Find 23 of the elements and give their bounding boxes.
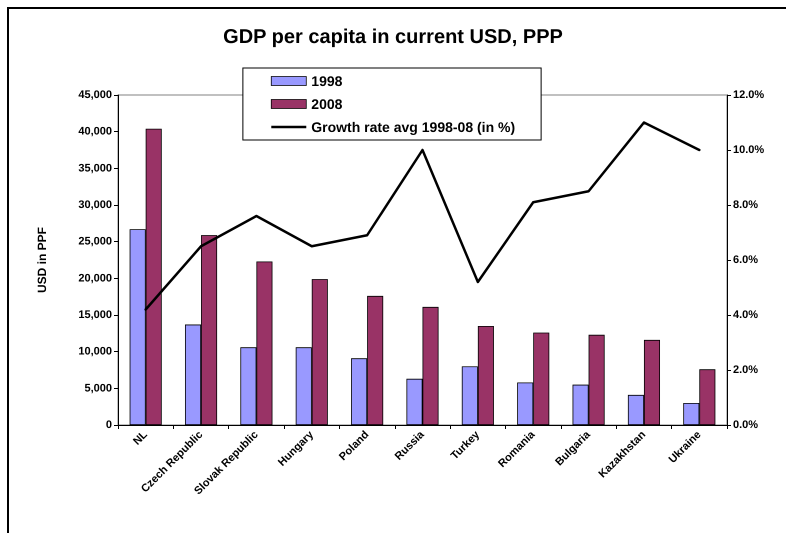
y2-tick-label: 12.0% (733, 89, 764, 101)
y-tick-label: 25,000 (78, 236, 112, 248)
x-tick-label: NL (131, 428, 150, 448)
y-tick-label: 0 (106, 419, 112, 431)
y2-tick-label: 6.0% (733, 254, 758, 266)
y-tick-label: 15,000 (78, 309, 112, 321)
y-tick-label: 20,000 (78, 272, 112, 284)
legend-label: 1998 (311, 73, 343, 89)
y2-tick-label: 4.0% (733, 309, 758, 321)
y2-tick-label: 8.0% (733, 199, 758, 211)
y-tick-label: 45,000 (78, 89, 112, 101)
y-tick-label: 35,000 (78, 162, 112, 174)
y-tick-label: 30,000 (78, 199, 112, 211)
chart-title: GDP per capita in current USD, PPP (223, 26, 563, 48)
y2-tick-label: 0.0% (733, 419, 758, 431)
y2-tick-label: 10.0% (733, 144, 764, 156)
y-tick-label: 10,000 (78, 346, 112, 358)
legend-label: Growth rate avg 1998-08 (in %) (311, 119, 516, 135)
y-tick-label: 40,000 (78, 126, 112, 138)
y-tick-label: 5,000 (84, 382, 112, 394)
legend-label: 2008 (311, 96, 343, 112)
y2-tick-label: 2.0% (733, 364, 758, 376)
y-axis-title: USD in PPF (35, 226, 49, 294)
